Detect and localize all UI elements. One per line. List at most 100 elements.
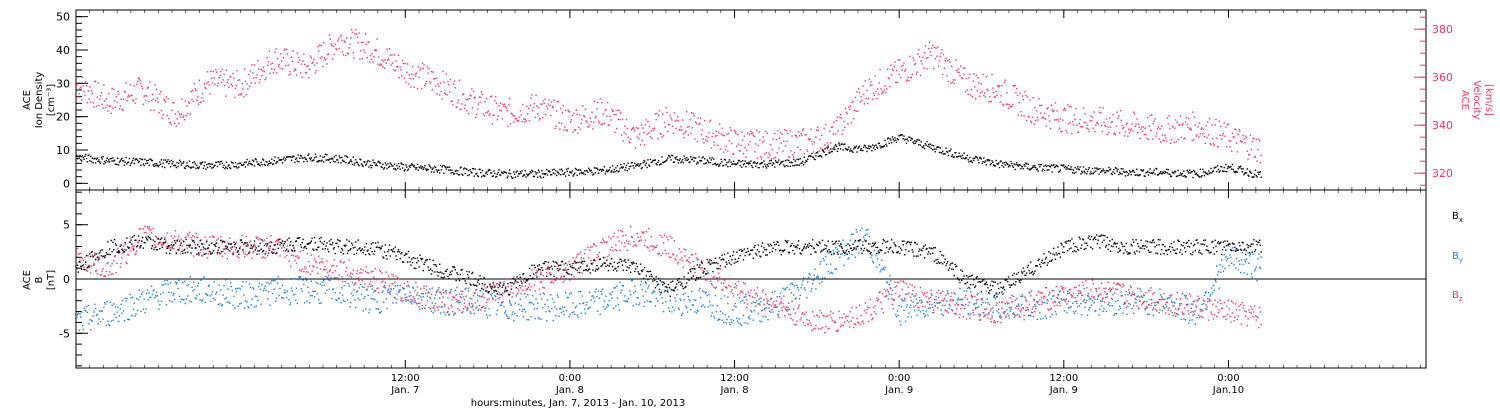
density-point: [1202, 171, 1205, 173]
velocity-point: [387, 58, 390, 60]
velocity-point: [709, 121, 711, 123]
velocity-point: [458, 79, 461, 82]
by-point: [755, 300, 758, 302]
density-point: [684, 157, 686, 160]
density-point: [1238, 166, 1240, 168]
by-point: [1143, 300, 1146, 303]
by-point: [1205, 291, 1207, 293]
density-point: [1021, 165, 1024, 168]
density-point: [570, 172, 573, 174]
by-point: [580, 312, 583, 314]
velocity-point: [1205, 124, 1207, 127]
by-point: [1062, 291, 1065, 293]
velocity-point: [961, 77, 964, 79]
by-point: [1050, 298, 1053, 300]
velocity-point: [768, 152, 770, 154]
density-point: [919, 144, 922, 146]
density-point: [1244, 172, 1247, 174]
bz-point: [130, 237, 132, 239]
density-point: [970, 160, 973, 162]
by-point: [539, 293, 541, 295]
velocity-point: [490, 95, 492, 98]
velocity-point: [191, 98, 193, 101]
density-point: [117, 157, 119, 160]
bz-point: [187, 235, 190, 237]
density-point: [232, 162, 234, 164]
by-point: [602, 288, 604, 291]
by-point: [1238, 260, 1240, 262]
bz-point: [196, 236, 198, 238]
by-point: [1244, 259, 1246, 261]
density-point: [844, 147, 847, 150]
bz-point: [412, 296, 415, 298]
velocity-point: [492, 114, 494, 116]
density-point: [460, 166, 462, 169]
velocity-point: [429, 81, 431, 83]
bz-point: [225, 245, 228, 247]
density-point: [151, 159, 154, 162]
velocity-point: [952, 79, 955, 81]
by-point: [569, 293, 571, 295]
by-point: [1061, 299, 1063, 301]
velocity-point: [1015, 92, 1017, 94]
by-point: [98, 318, 100, 320]
bz-point: [449, 292, 452, 294]
density-point: [853, 146, 856, 148]
velocity-point: [659, 132, 662, 134]
density-point: [547, 170, 550, 172]
density-point: [628, 168, 630, 170]
velocity-point: [293, 70, 295, 72]
by-point: [248, 283, 251, 285]
velocity-point: [895, 69, 898, 72]
by-point: [691, 304, 694, 306]
velocity-point: [735, 132, 737, 135]
by-point: [1172, 314, 1174, 317]
bz-point: [79, 259, 81, 261]
velocity-point: [597, 101, 599, 104]
velocity-point: [773, 157, 775, 160]
density-point: [312, 159, 314, 162]
by-point: [1060, 297, 1062, 300]
density-point: [1102, 168, 1104, 170]
density-point: [1009, 165, 1011, 167]
velocity-point: [361, 57, 364, 60]
density-point: [777, 161, 779, 163]
velocity-point: [685, 111, 688, 113]
velocity-point: [1140, 128, 1142, 130]
velocity-point: [350, 37, 352, 39]
velocity-point: [321, 56, 323, 58]
velocity-point: [280, 53, 282, 55]
density-point: [1149, 168, 1151, 170]
density-point: [311, 160, 313, 162]
by-point: [488, 308, 490, 310]
density-point: [420, 165, 422, 167]
by-point: [323, 284, 326, 286]
velocity-point: [535, 94, 537, 96]
density-point: [1215, 166, 1217, 168]
velocity-point: [856, 91, 858, 93]
density-point: [961, 154, 964, 156]
bz-point: [434, 302, 437, 305]
velocity-point: [1025, 119, 1028, 122]
by-point: [364, 296, 366, 298]
density-point: [1220, 165, 1222, 168]
velocity-point: [570, 119, 573, 121]
velocity-point: [1128, 132, 1131, 134]
velocity-point: [967, 93, 969, 96]
density-point: [820, 156, 823, 158]
velocity-point: [117, 93, 120, 95]
density-point: [1169, 173, 1171, 176]
by-point: [631, 279, 634, 282]
velocity-point: [849, 105, 852, 107]
density-point: [1025, 162, 1027, 164]
by-point: [345, 278, 347, 280]
by-point: [881, 259, 883, 261]
density-point: [1081, 170, 1083, 173]
by-point: [211, 293, 213, 296]
by-point: [328, 288, 331, 290]
density-point: [279, 158, 281, 161]
bz-point: [308, 265, 311, 267]
density-point: [591, 171, 593, 174]
bz-point: [384, 282, 387, 284]
by-point: [745, 295, 747, 298]
